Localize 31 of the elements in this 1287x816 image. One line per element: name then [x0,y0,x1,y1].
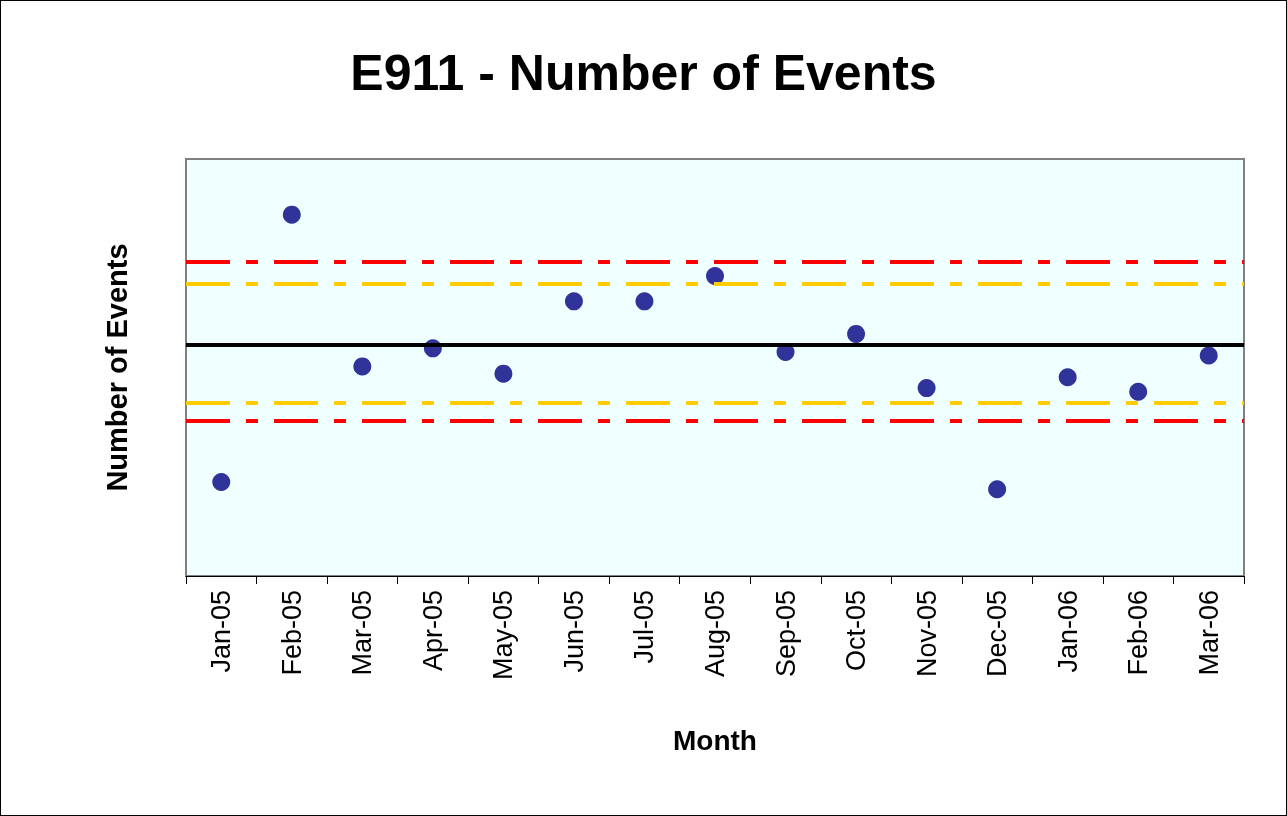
point [494,364,513,383]
x-tick-label: Dec-05 [982,590,1013,678]
point [635,292,654,311]
point [917,379,936,398]
point [353,357,372,376]
x-tick-label: Oct-05 [841,590,872,672]
x-tick-label: Jan-06 [1052,590,1083,673]
x-tick-label: Nov-05 [911,590,942,678]
point [212,473,231,492]
point [706,267,724,286]
x-tick-label: May-05 [488,590,519,681]
x-axis-title: Month [673,724,757,756]
x-tick-label: Jun-05 [558,590,589,673]
x-tick-label: Sep-05 [770,590,801,678]
y-axis-title: Number of Events [100,243,133,492]
x-tick-label: Apr-05 [417,590,448,672]
x-tick-label: Mar-05 [347,590,378,676]
point [847,324,866,343]
x-tick-label: Jul-05 [629,590,660,664]
point [1129,382,1148,401]
x-tick-label: Mar-06 [1193,590,1224,676]
point [564,292,583,311]
x-tick-label: Aug-05 [700,590,730,678]
point [282,205,301,224]
x-tick-label: Jan-05 [206,590,237,673]
point [988,480,1007,499]
point [1199,346,1218,365]
x-tick-label: Feb-05 [276,590,307,676]
chart-title: E911 - Number of Events [350,45,937,101]
x-tick-label: Feb-06 [1123,590,1154,676]
point [1058,368,1077,387]
